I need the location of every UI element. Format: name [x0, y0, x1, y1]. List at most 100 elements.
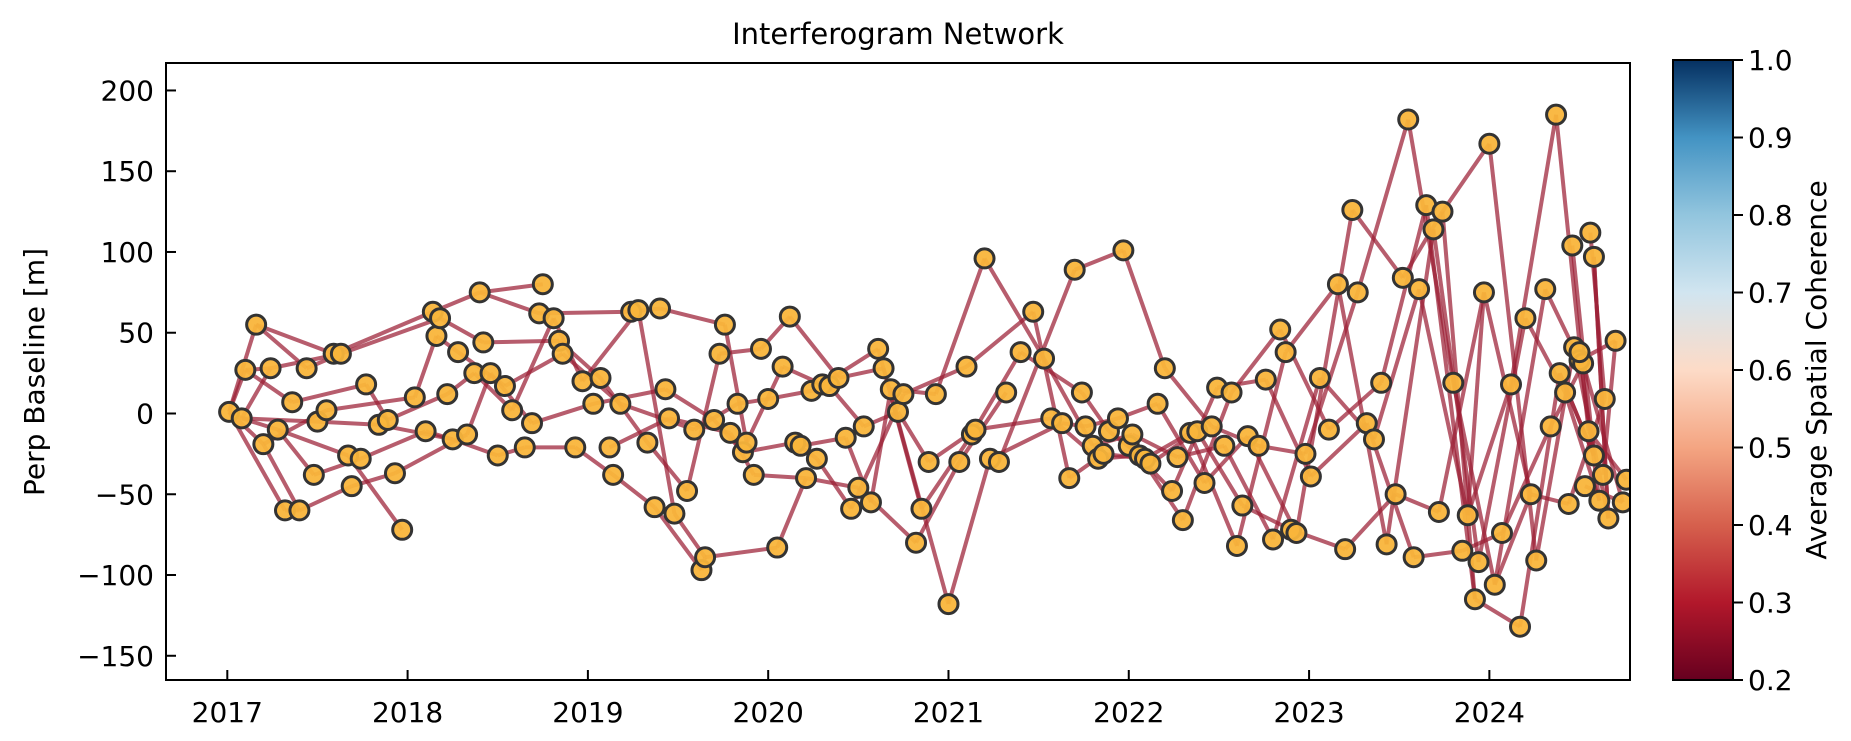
acquisition-point [1051, 412, 1074, 435]
x-axis: 2017 2018 2019 2020 2021 2022 2023 2024 [192, 670, 1525, 729]
acquisition-point [329, 342, 352, 365]
acquisition-point [1557, 492, 1580, 515]
network-edge [1436, 291, 1486, 513]
x-tick-label: 2021 [913, 696, 984, 729]
network-edge [788, 315, 841, 380]
network-edge [868, 388, 893, 503]
acquisition-point [1611, 491, 1630, 514]
acquisition-point [1582, 444, 1605, 467]
network-edge [652, 505, 704, 572]
acquisition-point [663, 502, 686, 525]
acquisition-point [1582, 245, 1605, 268]
acquisition-point [995, 381, 1018, 404]
y-axis-label: Perp Baseline [m] [18, 248, 51, 496]
network-edge [1465, 292, 1486, 516]
acquisition-point [676, 480, 699, 503]
colorbar-tick-label: 0.9 [1748, 122, 1793, 155]
network-edge [1188, 432, 1239, 547]
acquisition-point [1220, 381, 1243, 404]
network-edge [1424, 204, 1477, 600]
network-edge [914, 461, 962, 544]
network-edge [659, 306, 726, 327]
acquisition-point [1509, 615, 1532, 638]
network-edge [503, 351, 564, 388]
acquisition-point [749, 337, 772, 360]
acquisition-point [1500, 373, 1523, 396]
x-tick-label: 2019 [552, 696, 623, 729]
acquisition-point [1534, 278, 1557, 301]
acquisition-point [472, 331, 495, 354]
acquisition-point [771, 355, 794, 378]
acquisition-point [910, 497, 933, 520]
acquisition-point [1548, 362, 1571, 385]
acquisition-point [789, 434, 812, 457]
acquisition-point [486, 444, 509, 467]
acquisition-point [425, 324, 448, 347]
acquisition-point [887, 400, 909, 423]
acquisition-point [1408, 278, 1431, 301]
colorbar-ticks: 0.2 0.3 0.4 0.5 0.6 0.7 0.8 0.9 1.0 [1733, 44, 1793, 697]
acquisition-point [1346, 281, 1369, 304]
network-edge [1229, 328, 1282, 394]
x-tick-label: 2018 [372, 696, 443, 729]
colorbar-gradient [1672, 59, 1734, 681]
network-edge [1327, 381, 1383, 432]
acquisition-point [456, 423, 479, 446]
acquisition-point [302, 463, 325, 486]
network-edge [1180, 391, 1234, 521]
acquisition-point [852, 415, 875, 438]
y-tick-label: −100 [77, 559, 154, 592]
acquisition-point [551, 342, 574, 365]
acquisition-point [1139, 452, 1162, 475]
network-edge [1465, 383, 1513, 516]
acquisition-point [1525, 549, 1548, 572]
acquisition-point [827, 366, 850, 389]
acquisition-point [1591, 463, 1614, 486]
acquisition-point [1490, 522, 1513, 545]
acquisition-point [1308, 366, 1331, 389]
acquisition-point [917, 450, 940, 473]
acquisition-point [1577, 420, 1600, 443]
acquisition-point [1213, 434, 1236, 457]
acquisition-point [1427, 501, 1450, 524]
acquisition-point [355, 373, 378, 396]
colorbar-tick-label: 0.3 [1748, 587, 1793, 620]
network-edge [1355, 118, 1411, 293]
acquisition-point [892, 383, 915, 406]
x-tick-label: 2020 [733, 696, 804, 729]
acquisition-point [1058, 467, 1081, 490]
acquisition-point [955, 355, 978, 378]
network-edge [332, 309, 434, 356]
acquisition-point [1285, 522, 1308, 545]
acquisition-point [694, 546, 717, 569]
acquisition-point [1463, 588, 1486, 611]
acquisition-point [726, 392, 749, 415]
acquisition-point [937, 593, 960, 616]
colorbar-tick-label: 0.8 [1748, 199, 1793, 232]
y-axis: 200 150 100 50 0 −50 −100 −150 [77, 74, 176, 673]
acquisition-point [1375, 533, 1398, 556]
network-edge [1476, 317, 1528, 563]
acquisition-point [1112, 239, 1135, 262]
network-edge [1440, 211, 1477, 600]
colorbar-tick-label: 0.5 [1748, 432, 1793, 465]
acquisition-point [1442, 371, 1465, 394]
network-edge [1121, 249, 1167, 369]
acquisition-point [1483, 573, 1506, 596]
colorbar-tick-label: 0.7 [1748, 277, 1793, 310]
acquisition-point [905, 531, 928, 554]
network-edge [1031, 311, 1072, 479]
acquisition-point [834, 426, 857, 449]
acquisition-point [1106, 407, 1129, 430]
acquisition-point [479, 362, 502, 385]
network-edge [946, 458, 992, 605]
acquisition-point [1451, 539, 1474, 562]
acquisition-point [230, 407, 253, 430]
network-edge [277, 427, 349, 458]
acquisition-point [1579, 221, 1602, 244]
acquisition-point [1074, 415, 1097, 438]
acquisition-point [1615, 468, 1630, 491]
colorbar-tick-label: 0.2 [1748, 664, 1793, 697]
acquisition-point [315, 399, 338, 422]
